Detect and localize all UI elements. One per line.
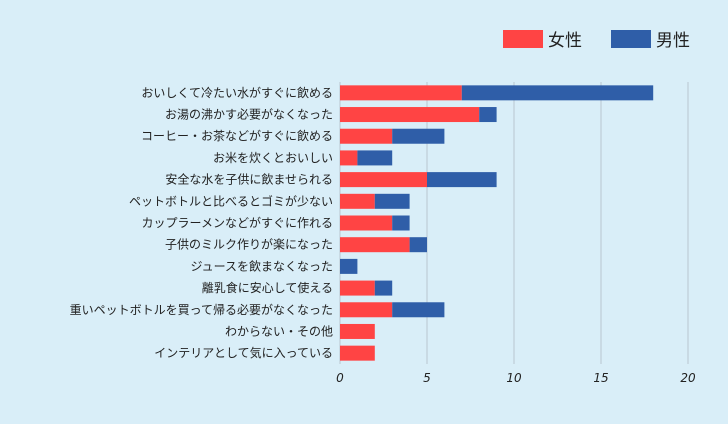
category-label-8: ジュースを飲まなくなった [190,258,333,273]
bar-male-6 [392,215,410,231]
bar-female-3 [340,150,358,166]
legend-label-0: 女性 [548,31,582,51]
legend-label-1: 男性 [656,31,690,51]
bar-male-7 [409,237,427,253]
bar-female-7 [340,237,410,253]
x-tick-label-2: 10 [506,371,522,385]
x-axis-ticks: 0 5 10 15 20 [336,371,696,385]
category-label-6: カップラーメンなどがすぐに作れる [141,215,333,230]
category-label-3: お米を炊くとおいしい [213,151,333,165]
bar-female-0 [340,85,462,101]
category-label-12: インテリアとして気に入っている [154,345,333,360]
legend: 女性 男性 [503,30,690,51]
category-label-2: コーヒー・お茶などがすぐに飲める [141,128,333,143]
bar-female-9 [340,280,375,296]
category-label-11: わからない・その他 [225,324,333,338]
bar-male-9 [374,280,393,296]
bar-female-12 [340,345,375,361]
category-labels: おいしくて冷たい水がすぐに飲めるお湯の沸かす必要がなくなったコーヒー・お茶などが… [70,85,333,360]
x-tick-label-1: 5 [423,371,431,385]
bar-female-1 [340,107,480,123]
bar-female-4 [340,172,427,188]
x-tick-label-3: 15 [593,371,608,385]
category-label-7: 子供のミルク作りが楽になった [165,237,333,252]
bar-female-11 [340,323,375,339]
x-tick-label-0: 0 [336,371,344,385]
bars [340,85,654,361]
bar-male-10 [392,302,445,318]
x-tick-label-4: 20 [680,371,696,385]
category-label-5: ペットボトルと比べるとゴミが少ない [129,193,333,208]
category-label-4: 安全な水を子供に飲ませられる [165,172,333,187]
category-label-10: 重いペットボトルを買って帰る必要がなくなった [70,302,333,317]
legend-swatch-1 [611,30,651,48]
legend-swatch-0 [503,30,543,48]
bar-male-1 [479,107,497,123]
category-label-1: お湯の沸かす必要がなくなった [165,107,333,122]
category-label-9: 離乳食に安心して使える [202,280,333,295]
bar-male-8 [340,258,358,274]
category-label-0: おいしくて冷たい水がすぐに飲める [141,85,333,100]
bar-female-6 [340,215,393,231]
bar-female-10 [340,302,393,318]
bar-male-2 [392,128,445,144]
bar-male-4 [427,172,497,188]
bar-male-5 [374,193,410,209]
bar-female-5 [340,193,375,209]
bar-male-0 [461,85,654,101]
bar-male-3 [357,150,393,166]
bar-female-2 [340,128,393,144]
